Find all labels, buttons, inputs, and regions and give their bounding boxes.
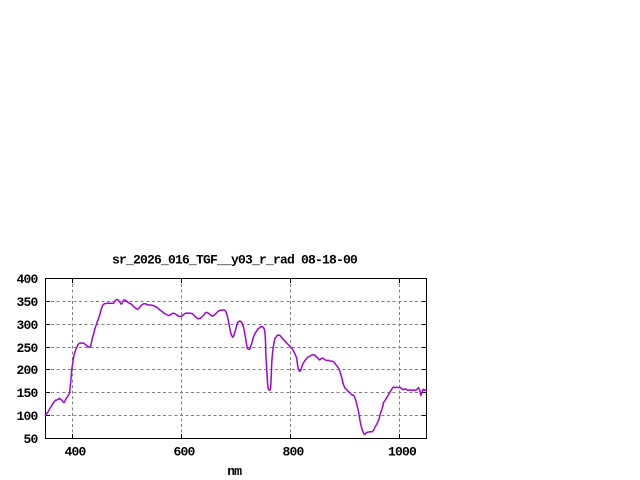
svg-text:100: 100 bbox=[16, 409, 38, 424]
svg-text:600: 600 bbox=[173, 445, 195, 460]
svg-text:400: 400 bbox=[64, 445, 86, 460]
svg-text:400: 400 bbox=[16, 272, 38, 287]
svg-text:nm: nm bbox=[227, 464, 242, 479]
svg-text:350: 350 bbox=[16, 295, 38, 310]
svg-text:250: 250 bbox=[16, 341, 38, 356]
svg-text:sr_2026_016_TGF__y03_r_rad 08-: sr_2026_016_TGF__y03_r_rad 08-18-00 bbox=[112, 253, 358, 268]
svg-text:200: 200 bbox=[16, 363, 38, 378]
svg-text:800: 800 bbox=[282, 445, 304, 460]
svg-text:50: 50 bbox=[23, 432, 38, 447]
svg-text:150: 150 bbox=[16, 386, 38, 401]
svg-text:1000: 1000 bbox=[388, 445, 417, 460]
svg-text:300: 300 bbox=[16, 318, 38, 333]
